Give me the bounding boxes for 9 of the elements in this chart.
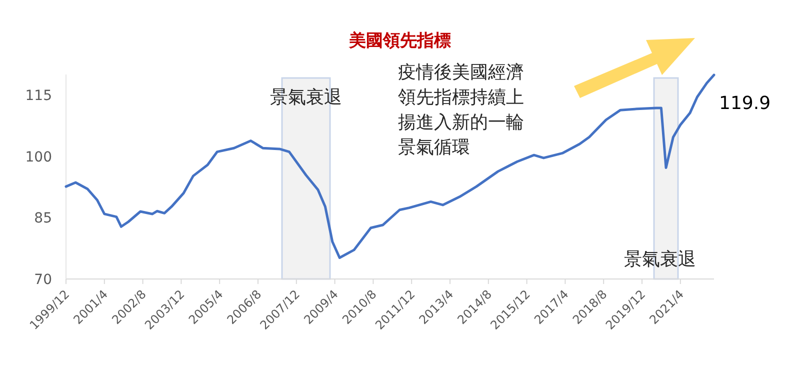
y-tick-label: 70 (34, 272, 52, 288)
y-tick-label: 85 (34, 210, 52, 227)
y-tick-label: 100 (25, 149, 52, 166)
chart-title: 美國領先指標 (348, 31, 451, 51)
annotation: 119.9 (719, 92, 771, 114)
band-label: 景氣衰退 (270, 87, 342, 108)
band-label: 景氣衰退 (624, 249, 696, 270)
annotation: 疫情後美國經濟領先指標持續上揚進入新的一輪景氣循環 (398, 62, 524, 158)
y-tick-label: 115 (25, 88, 52, 104)
